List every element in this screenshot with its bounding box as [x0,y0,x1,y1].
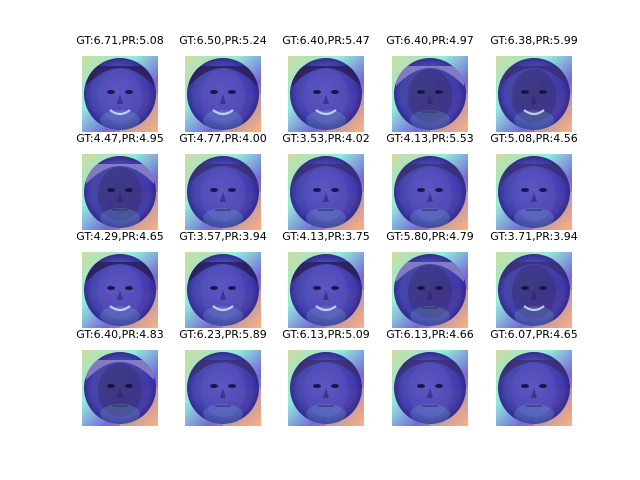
cell-title: GT:5.80,PR:4.79 [386,230,474,243]
grid-cell: GT:3.53,PR:4.02 [282,132,370,236]
cell-title: GT:6.71,PR:5.08 [76,34,164,47]
grid-cell: GT:4.13,PR:3.75 [282,230,370,334]
cell-title: GT:6.50,PR:5.24 [179,34,267,47]
grid-cell: GT:6.40,PR:5.47 [282,34,370,138]
grid-cell: GT:6.13,PR:4.66 [386,328,474,432]
grid-cell: GT:6.71,PR:5.08 [76,34,164,138]
cell-title: GT:6.13,PR:4.66 [386,328,474,341]
face-heatmap-image [82,154,158,230]
cell-title: GT:4.47,PR:4.95 [76,132,164,145]
cell-title: GT:4.13,PR:5.53 [386,132,474,145]
face-heatmap-image [185,252,261,328]
grid-cell: GT:6.07,PR:4.65 [490,328,578,432]
face-heatmap-image [82,350,158,426]
grid-cell: GT:6.40,PR:4.83 [76,328,164,432]
cell-title: GT:6.23,PR:5.89 [179,328,267,341]
grid-cell: GT:5.80,PR:4.79 [386,230,474,334]
cell-title: GT:6.40,PR:4.83 [76,328,164,341]
face-heatmap-image [496,56,572,132]
face-heatmap-image [185,350,261,426]
face-heatmap-image [82,56,158,132]
face-heatmap-image [288,350,364,426]
cell-title: GT:6.07,PR:4.65 [490,328,578,341]
grid-cell: GT:4.47,PR:4.95 [76,132,164,236]
face-heatmap-image [288,56,364,132]
cell-title: GT:3.57,PR:3.94 [179,230,267,243]
face-heatmap-image [185,154,261,230]
face-heatmap-image [288,252,364,328]
face-heatmap-image [496,350,572,426]
face-heatmap-image [82,252,158,328]
cell-title: GT:5.08,PR:4.56 [490,132,578,145]
face-heatmap-image [392,154,468,230]
cell-title: GT:6.40,PR:5.47 [282,34,370,47]
grid-cell: GT:6.13,PR:5.09 [282,328,370,432]
cell-title: GT:6.38,PR:5.99 [490,34,578,47]
grid-cell: GT:4.29,PR:4.65 [76,230,164,334]
cell-title: GT:6.40,PR:4.97 [386,34,474,47]
cell-title: GT:3.71,PR:3.94 [490,230,578,243]
grid-cell: GT:3.71,PR:3.94 [490,230,578,334]
face-heatmap-image [288,154,364,230]
grid-cell: GT:6.40,PR:4.97 [386,34,474,138]
face-heatmap-image [392,252,468,328]
grid-cell: GT:4.13,PR:5.53 [386,132,474,236]
cell-title: GT:4.77,PR:4.00 [179,132,267,145]
face-heatmap-image [392,56,468,132]
grid-cell: GT:6.38,PR:5.99 [490,34,578,138]
cell-title: GT:6.13,PR:5.09 [282,328,370,341]
grid-cell: GT:5.08,PR:4.56 [490,132,578,236]
face-heatmap-image [185,56,261,132]
grid-cell: GT:3.57,PR:3.94 [179,230,267,334]
face-heatmap-image [496,154,572,230]
face-heatmap-image [392,350,468,426]
cell-title: GT:4.13,PR:3.75 [282,230,370,243]
grid-cell: GT:6.50,PR:5.24 [179,34,267,138]
grid-cell: GT:6.23,PR:5.89 [179,328,267,432]
cell-title: GT:3.53,PR:4.02 [282,132,370,145]
cell-title: GT:4.29,PR:4.65 [76,230,164,243]
face-heatmap-image [496,252,572,328]
grid-cell: GT:4.77,PR:4.00 [179,132,267,236]
